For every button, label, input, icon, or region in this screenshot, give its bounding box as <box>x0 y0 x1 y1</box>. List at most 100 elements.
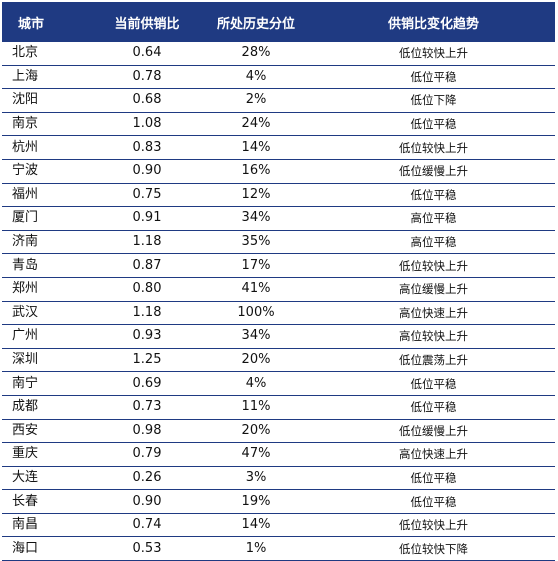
cell-ratio-trend: 高位快速上升 <box>312 301 555 326</box>
cell-historical-percentile: 24% <box>200 112 312 137</box>
cell-ratio-trend: 高位较快上升 <box>312 324 555 349</box>
table-row: 南昌 0.74 14% 低位较快上升 <box>2 513 555 538</box>
cell-ratio-trend: 高位平稳 <box>312 230 555 255</box>
cell-historical-percentile: 34% <box>200 206 312 231</box>
cell-ratio-trend: 低位震荡上升 <box>312 348 555 373</box>
cell-current-ratio: 0.91 <box>94 206 200 231</box>
cell-ratio-trend: 低位平稳 <box>312 466 555 491</box>
cell-current-ratio: 0.73 <box>94 395 200 420</box>
cell-historical-percentile: 4% <box>200 65 312 90</box>
cell-historical-percentile: 14% <box>200 135 312 160</box>
cell-ratio-trend: 低位平稳 <box>312 371 555 396</box>
cell-ratio-trend: 高位平稳 <box>312 206 555 231</box>
table-body: 北京 0.64 28% 低位较快上升 上海 0.78 4% 低位平稳 沈阳 0.68 2% 低位下降南… <box>2 42 555 561</box>
header-historical-percentile: 所处历史分位 <box>200 2 312 42</box>
table-row: 广州 0.93 34% 高位较快上升 <box>2 324 555 349</box>
cell-city: 重庆 <box>2 442 94 467</box>
cell-city: 长春 <box>2 489 94 514</box>
table-row: 西安 0.98 20% 低位缓慢上升 <box>2 419 555 444</box>
cell-city: 南京 <box>2 112 94 137</box>
cell-city: 深圳 <box>2 348 94 373</box>
cell-current-ratio: 0.75 <box>94 183 200 208</box>
cell-ratio-trend: 低位较快上升 <box>312 42 555 66</box>
cell-ratio-trend: 低位较快下降 <box>312 536 555 561</box>
cell-ratio-trend: 低位平稳 <box>312 112 555 137</box>
cell-current-ratio: 0.90 <box>94 159 200 184</box>
header-city: 城市 <box>2 2 94 42</box>
cell-ratio-trend: 低位平稳 <box>312 489 555 514</box>
cell-ratio-trend: 低位较快上升 <box>312 513 555 538</box>
cell-city: 厦门 <box>2 206 94 231</box>
cell-ratio-trend: 低位较快上升 <box>312 253 555 278</box>
table-row: 成都 0.73 11% 低位平稳 <box>2 395 555 420</box>
header-ratio-trend: 供销比变化趋势 <box>312 2 555 42</box>
cell-historical-percentile: 14% <box>200 513 312 538</box>
cell-current-ratio: 0.26 <box>94 466 200 491</box>
cell-current-ratio: 0.98 <box>94 419 200 444</box>
table-row: 长春 0.90 19% 低位平稳 <box>2 489 555 514</box>
cell-current-ratio: 0.74 <box>94 513 200 538</box>
cell-historical-percentile: 28% <box>200 42 312 66</box>
table-row: 济南 1.18 35% 高位平稳 <box>2 230 555 255</box>
cell-current-ratio: 0.69 <box>94 371 200 396</box>
cell-historical-percentile: 11% <box>200 395 312 420</box>
cell-city: 广州 <box>2 324 94 349</box>
cell-ratio-trend: 低位缓慢上升 <box>312 419 555 444</box>
cell-current-ratio: 0.53 <box>94 536 200 561</box>
cell-current-ratio: 0.83 <box>94 135 200 160</box>
cell-ratio-trend: 高位缓慢上升 <box>312 277 555 302</box>
cell-city: 沈阳 <box>2 88 94 113</box>
cell-historical-percentile: 3% <box>200 466 312 491</box>
cell-ratio-trend: 低位平稳 <box>312 183 555 208</box>
table-row: 南京 1.08 24% 低位平稳 <box>2 112 555 137</box>
cell-city: 上海 <box>2 65 94 90</box>
table-row: 大连 0.26 3% 低位平稳 <box>2 466 555 491</box>
cell-historical-percentile: 100% <box>200 301 312 326</box>
cell-current-ratio: 0.90 <box>94 489 200 514</box>
cell-city: 南宁 <box>2 371 94 396</box>
cell-city: 济南 <box>2 230 94 255</box>
cell-current-ratio: 1.08 <box>94 112 200 137</box>
table-row: 武汉 1.18 100% 高位快速上升 <box>2 301 555 326</box>
table-row: 沈阳 0.68 2% 低位下降 <box>2 88 555 113</box>
cell-ratio-trend: 低位较快上升 <box>312 135 555 160</box>
table-row: 厦门 0.91 34% 高位平稳 <box>2 206 555 231</box>
cell-current-ratio: 0.78 <box>94 65 200 90</box>
header-current-ratio: 当前供销比 <box>94 2 200 42</box>
cell-ratio-trend: 低位缓慢上升 <box>312 159 555 184</box>
table-row: 上海 0.78 4% 低位平稳 <box>2 65 555 90</box>
cell-historical-percentile: 41% <box>200 277 312 302</box>
cell-historical-percentile: 20% <box>200 348 312 373</box>
cell-city: 北京 <box>2 42 94 66</box>
cell-ratio-trend: 低位平稳 <box>312 65 555 90</box>
cell-city: 西安 <box>2 419 94 444</box>
cell-city: 郑州 <box>2 277 94 302</box>
cell-ratio-trend: 低位平稳 <box>312 395 555 420</box>
cell-current-ratio: 0.64 <box>94 42 200 66</box>
cell-historical-percentile: 47% <box>200 442 312 467</box>
header-row: 城市 当前供销比 所处历史分位 供销比变化趋势 <box>2 2 555 42</box>
table-row: 郑州 0.80 41% 高位缓慢上升 <box>2 277 555 302</box>
table-row: 宁波 0.90 16% 低位缓慢上升 <box>2 159 555 184</box>
cell-historical-percentile: 19% <box>200 489 312 514</box>
table-header: 城市 当前供销比 所处历史分位 供销比变化趋势 <box>2 2 555 42</box>
table-row: 杭州 0.83 14% 低位较快上升 <box>2 135 555 160</box>
cell-city: 青岛 <box>2 253 94 278</box>
table-row: 深圳 1.25 20% 低位震荡上升 <box>2 348 555 373</box>
cell-historical-percentile: 2% <box>200 88 312 113</box>
table-row: 北京 0.64 28% 低位较快上升 <box>2 42 555 66</box>
table-row: 重庆 0.79 47% 高位快速上升 <box>2 442 555 467</box>
cell-current-ratio: 0.80 <box>94 277 200 302</box>
cell-current-ratio: 0.68 <box>94 88 200 113</box>
table-row: 青岛 0.87 17% 低位较快上升 <box>2 253 555 278</box>
table-row: 海口 0.53 1% 低位较快下降 <box>2 536 555 561</box>
cell-current-ratio: 1.18 <box>94 301 200 326</box>
cell-city: 海口 <box>2 536 94 561</box>
cell-ratio-trend: 高位快速上升 <box>312 442 555 467</box>
cell-city: 宁波 <box>2 159 94 184</box>
cell-city: 大连 <box>2 466 94 491</box>
cell-city: 福州 <box>2 183 94 208</box>
cell-historical-percentile: 17% <box>200 253 312 278</box>
